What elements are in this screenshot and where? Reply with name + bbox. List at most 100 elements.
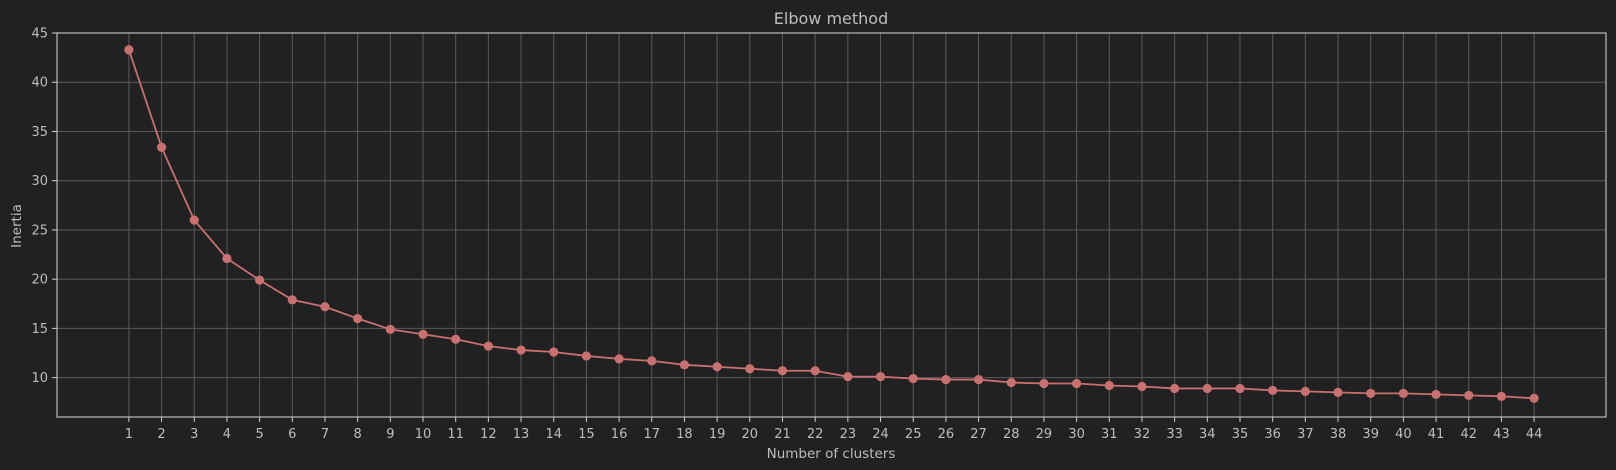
data-point xyxy=(1039,378,1049,389)
data-point xyxy=(1235,383,1245,394)
y-tick-label: 45 xyxy=(31,27,48,42)
data-point xyxy=(973,374,984,385)
x-tick-label: 25 xyxy=(905,427,922,442)
x-tick-label: 31 xyxy=(1101,427,1118,442)
data-point xyxy=(1006,377,1016,388)
x-tick-label: 28 xyxy=(1003,427,1020,442)
y-tick-label: 25 xyxy=(31,223,48,238)
data-point xyxy=(1071,378,1082,389)
x-tick-label: 21 xyxy=(774,427,791,442)
x-tick-label: 13 xyxy=(513,427,530,442)
data-point xyxy=(908,374,918,384)
data-point xyxy=(483,341,493,351)
data-point xyxy=(124,45,134,55)
data-point xyxy=(810,366,820,376)
data-point xyxy=(745,364,755,374)
data-point xyxy=(647,356,657,366)
x-tick-label: 34 xyxy=(1199,427,1216,442)
x-tick-label: 43 xyxy=(1493,427,1510,442)
y-axis-label: Inertia xyxy=(9,204,25,248)
x-tick-label: 1 xyxy=(125,427,133,442)
chart-title: Elbow method xyxy=(774,9,888,28)
x-tick-label: 7 xyxy=(321,427,329,442)
x-tick-label: 32 xyxy=(1134,427,1151,442)
x-tick-label: 5 xyxy=(255,427,263,442)
data-point xyxy=(418,329,428,339)
x-tick-label: 35 xyxy=(1232,427,1249,442)
data-point xyxy=(1170,383,1180,394)
x-tick-label: 15 xyxy=(578,427,595,442)
data-point xyxy=(549,347,559,357)
data-point xyxy=(777,366,788,376)
x-tick-label: 30 xyxy=(1068,427,1085,442)
plot-frame xyxy=(56,32,1607,418)
data-point xyxy=(1137,381,1147,392)
data-point xyxy=(941,374,951,385)
series-line xyxy=(128,49,1535,400)
x-tick-label: 12 xyxy=(480,427,497,442)
x-tick-label: 2 xyxy=(157,427,165,442)
x-tick-label: 10 xyxy=(415,427,432,442)
x-tick-label: 8 xyxy=(354,427,362,442)
x-axis-label: Number of clusters xyxy=(767,446,896,462)
x-tick-label: 42 xyxy=(1460,427,1477,442)
x-tick-label: 33 xyxy=(1166,427,1183,442)
x-tick-label: 27 xyxy=(970,427,987,442)
axis-layer: 1 2 3 4 5 6 7 8 9 10 11 12 13 14 15 16 17 18 19 20 21 22 23 24 2… xyxy=(31,27,1607,442)
y-tick-label: 20 xyxy=(31,273,48,288)
data-point xyxy=(1529,393,1539,403)
x-tick-label: 6 xyxy=(288,427,296,442)
data-point xyxy=(1268,385,1278,396)
grid-layer xyxy=(57,32,1606,417)
data-point xyxy=(1333,387,1343,397)
x-tick-label: 14 xyxy=(545,427,562,442)
data-point xyxy=(451,334,461,344)
series-layer xyxy=(124,45,1539,403)
data-point xyxy=(614,354,624,364)
x-tick-label: 9 xyxy=(386,427,394,442)
x-tick-label: 39 xyxy=(1362,427,1379,442)
x-tick-label: 17 xyxy=(643,427,660,442)
data-point xyxy=(320,302,330,312)
x-tick-label: 40 xyxy=(1395,427,1412,442)
data-point xyxy=(875,372,886,382)
data-point xyxy=(287,295,297,305)
x-tick-label: 20 xyxy=(742,427,759,442)
data-point xyxy=(1366,388,1376,398)
data-point xyxy=(712,362,722,372)
data-point xyxy=(1398,388,1408,398)
x-tick-label: 37 xyxy=(1297,427,1314,442)
data-point xyxy=(189,215,199,225)
data-point xyxy=(255,275,265,285)
y-tick-label: 35 xyxy=(31,125,48,140)
x-tick-label: 44 xyxy=(1526,427,1543,442)
data-point xyxy=(385,324,395,334)
data-point xyxy=(1300,386,1310,396)
y-tick-label: 30 xyxy=(31,174,48,189)
y-tick-label: 10 xyxy=(31,371,48,386)
data-point xyxy=(1104,380,1114,391)
data-point xyxy=(353,313,363,324)
x-tick-label: 18 xyxy=(676,427,693,442)
x-tick-label: 23 xyxy=(840,427,857,442)
x-tick-label: 29 xyxy=(1036,427,1053,442)
data-point xyxy=(843,372,853,382)
data-point xyxy=(679,360,690,370)
x-tick-label: 22 xyxy=(807,427,824,442)
x-tick-label: 38 xyxy=(1330,427,1347,442)
data-point xyxy=(516,345,526,355)
data-point xyxy=(1431,389,1441,399)
x-tick-label: 11 xyxy=(447,427,464,442)
x-tick-label: 24 xyxy=(872,427,889,442)
data-point xyxy=(1464,390,1474,400)
x-tick-label: 19 xyxy=(709,427,726,442)
x-tick-label: 26 xyxy=(938,427,955,442)
x-tick-label: 4 xyxy=(223,427,231,442)
data-point xyxy=(581,351,592,361)
data-point xyxy=(1496,391,1507,401)
data-point xyxy=(156,142,167,152)
x-tick-label: 3 xyxy=(190,427,198,442)
y-tick-label: 15 xyxy=(31,322,48,337)
